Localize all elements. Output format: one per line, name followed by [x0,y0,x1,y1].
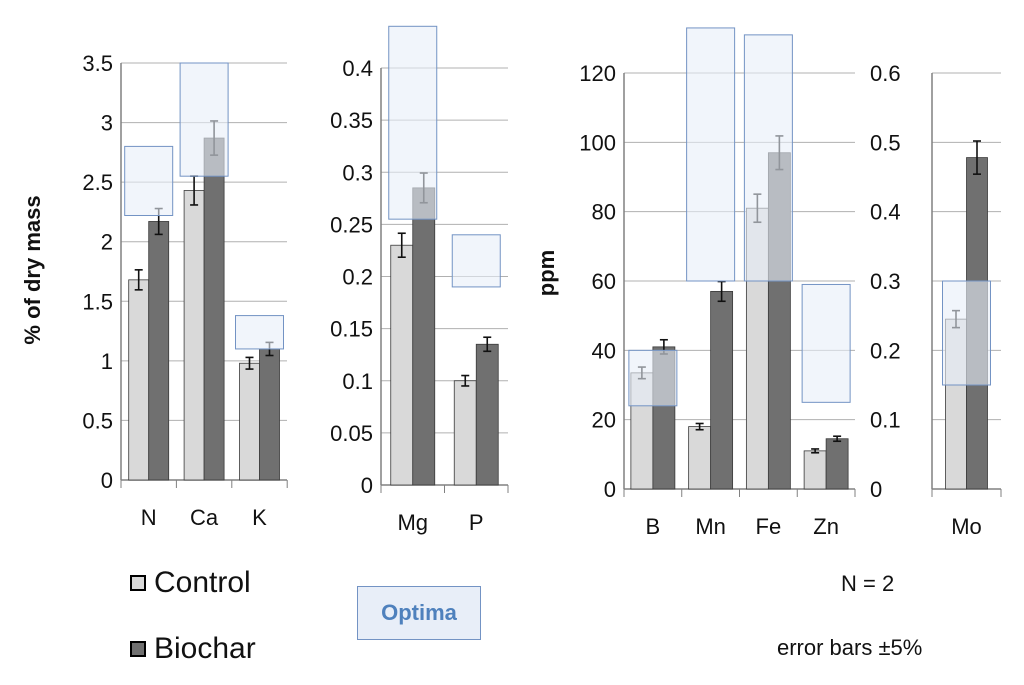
category-label: Fe [756,514,782,539]
y-tick-label: 0.25 [330,212,373,237]
optima-range-B [628,349,678,407]
y-tick-label: 0.4 [342,56,373,81]
y-tick-label: 0.5 [870,130,901,155]
y-tick-label: 3 [101,111,113,136]
optima-range-K [235,315,284,350]
y-tick-label: 120 [579,61,616,86]
bar-control-Mg [390,244,414,486]
chart-panel-3: 0 20 40 60 80 100 120 B Mn Fe Zn ppm [534,27,856,539]
optima-range-Mg [388,25,438,220]
category-label: P [469,510,484,535]
chart-panel-2: 0 0.05 0.1 0.15 0.2 0.25 0.3 0.35 0.4 Mg P [330,25,509,535]
bar-biochar-K [259,348,280,481]
bar-biochar-N [148,221,170,481]
y-tick-label: 2.5 [82,170,113,195]
y-tick-label: 1 [101,349,113,374]
chart-panel-4: 0 0.1 0.2 0.3 0.4 0.5 0.6 Mo [870,61,1002,539]
y-tick-label: 0.15 [330,317,373,342]
y-axis-title: ppm [534,250,559,296]
optima-range-Zn [801,283,851,403]
bar-control-N [128,279,150,481]
y-tick-label: 0 [101,468,113,493]
y-tick-label: 0.1 [342,369,373,394]
y-tick-label: 0.4 [870,200,901,225]
sample-size-note: N = 2 [841,571,895,596]
y-tick-label: 80 [592,200,616,225]
legend-control-label: Control [154,566,251,599]
y-tick-label: 0.3 [342,160,373,185]
chart-panel-1: 0 0.5 1 1.5 2 2.5 3 3.5 N Ca K % of dry mass [20,51,288,530]
bar-control-Ca [183,190,205,481]
y-tick-label: 0 [604,477,616,502]
error-bars-note: error bars ±5% [777,635,923,660]
legend-optima: Optima [357,586,481,640]
category-label: Zn [813,514,839,539]
biochar-swatch [130,641,146,657]
optima-range-N [124,145,174,217]
bar-biochar-P [475,343,499,486]
category-label: K [252,505,267,530]
y-axis-title: % of dry mass [20,195,45,344]
bar-biochar-Mn [710,290,734,490]
bar-control-P [453,380,477,486]
bar-control-Mn [688,426,712,490]
category-label: N [141,505,157,530]
y-tick-label: 40 [592,338,616,363]
y-tick-label: 0 [361,473,373,498]
category-label: Mo [951,514,982,539]
bar-control-Zn [803,450,827,490]
legend-biochar-label: Biochar [154,632,256,665]
y-tick-label: 0.2 [870,338,901,363]
y-tick-label: 0.3 [870,269,901,294]
y-tick-label: 0.05 [330,421,373,446]
legend-optima-label: Optima [381,600,457,625]
bar-biochar-Ca [203,137,225,481]
category-label: Mg [397,510,428,535]
y-tick-label: 0.35 [330,108,373,133]
bar-biochar-Zn [825,438,849,490]
optima-range-P [451,234,501,288]
y-tick-label: 0.2 [342,265,373,290]
y-tick-label: 3.5 [82,51,113,76]
optima-range-Fe [743,34,793,282]
y-tick-label: 0 [870,477,882,502]
y-tick-label: 2 [101,230,113,255]
optima-range-Mo [942,280,991,386]
y-tick-label: 0.5 [82,408,113,433]
bar-control-K [239,362,260,481]
category-label: B [646,514,661,539]
legend-biochar: Biochar [130,632,256,666]
y-tick-label: 20 [592,408,616,433]
y-tick-label: 0.6 [870,61,901,86]
y-tick-label: 100 [579,130,616,155]
category-label: Ca [190,505,219,530]
optima-range-Ca [179,62,229,177]
category-label: Mn [695,514,726,539]
optima-range-Mn [686,27,736,282]
y-tick-label: 1.5 [82,289,113,314]
legend-control: Control [130,566,251,600]
bar-biochar-Mg [412,187,436,486]
control-swatch [130,575,146,591]
y-tick-label: 0.1 [870,408,901,433]
y-tick-label: 60 [592,269,616,294]
